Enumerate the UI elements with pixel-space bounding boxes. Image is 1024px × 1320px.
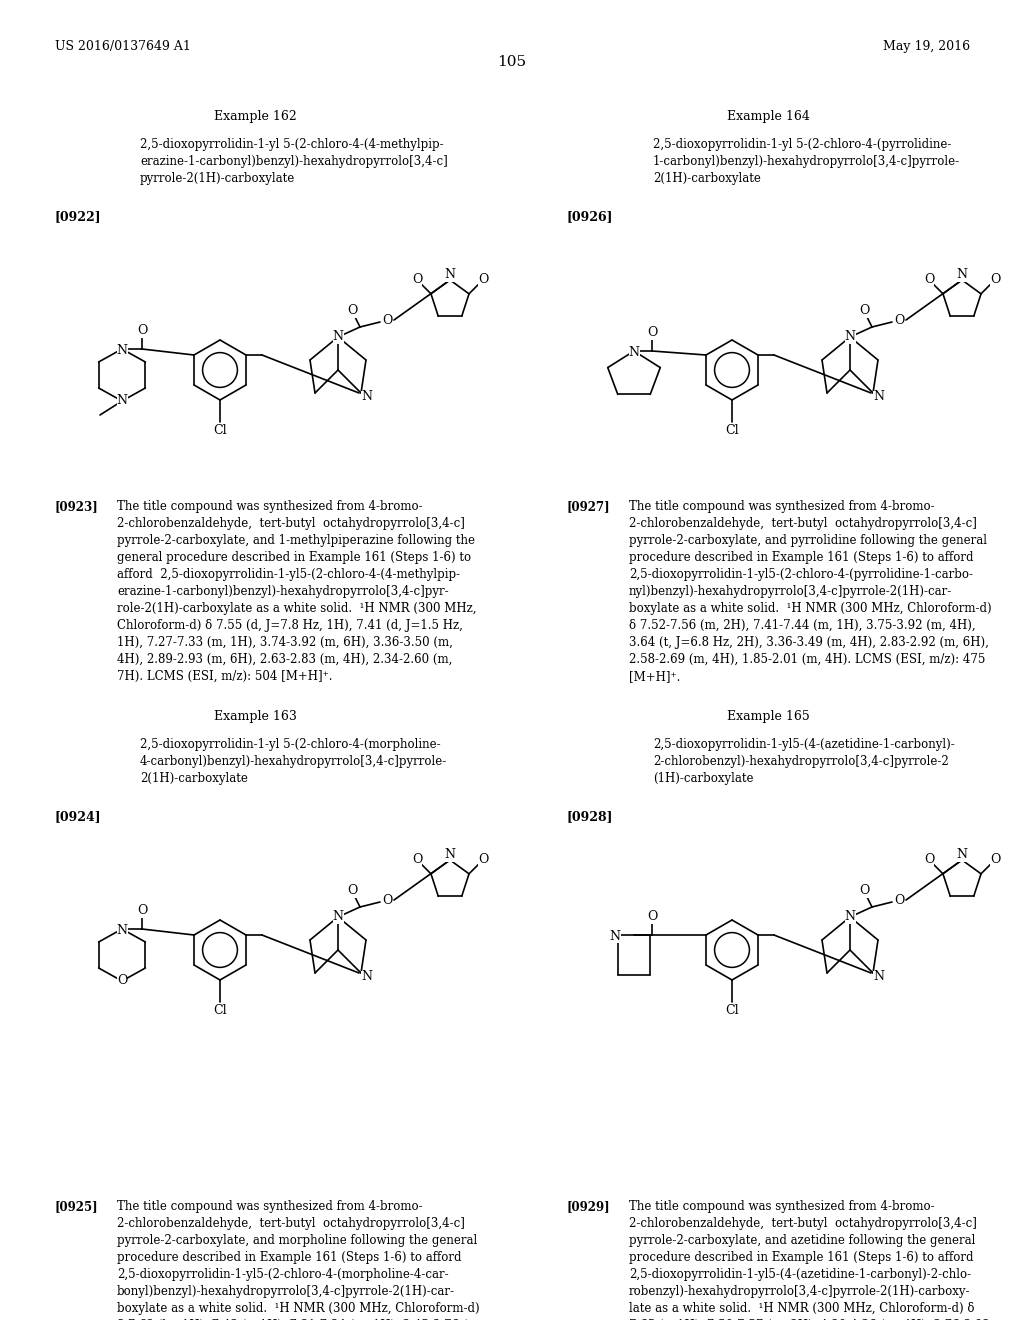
Text: 2,5-dioxopyrrolidin-1-yl 5-(2-chloro-4-(pyrrolidine-
1-carbonyl)benzyl)-hexahydr: 2,5-dioxopyrrolidin-1-yl 5-(2-chloro-4-(… [653, 139, 961, 185]
Text: N: N [361, 391, 372, 404]
Text: N: N [333, 911, 343, 924]
Text: 105: 105 [498, 55, 526, 69]
Text: 2,5-dioxopyrrolidin-1-yl 5-(2-chloro-4-(morpholine-
4-carbonyl)benzyl)-hexahydro: 2,5-dioxopyrrolidin-1-yl 5-(2-chloro-4-(… [140, 738, 447, 785]
Text: O: O [412, 853, 422, 866]
Text: N: N [845, 330, 855, 343]
Text: N: N [845, 911, 855, 924]
Text: N: N [956, 268, 968, 281]
Text: Example 164: Example 164 [727, 110, 809, 123]
Text: O: O [382, 314, 392, 326]
Text: Cl: Cl [725, 424, 738, 437]
Text: [0922]: [0922] [55, 210, 101, 223]
Text: The title compound was synthesized from 4-bromo-
2-chlorobenzaldehyde,  tert-but: The title compound was synthesized from … [117, 500, 476, 682]
Text: N: N [444, 268, 456, 281]
Text: O: O [478, 273, 488, 286]
Text: [0929]: [0929] [567, 1200, 610, 1213]
Text: O: O [859, 305, 869, 318]
Text: N: N [873, 970, 884, 983]
Text: N: N [333, 330, 343, 343]
Text: O: O [412, 273, 422, 286]
Text: 2,5-dioxopyrrolidin-1-yl 5-(2-chloro-4-(4-methylpip-
erazine-1-carbonyl)benzyl)-: 2,5-dioxopyrrolidin-1-yl 5-(2-chloro-4-(… [140, 139, 447, 185]
Text: [0927]: [0927] [567, 500, 610, 513]
Text: O: O [894, 894, 904, 907]
Text: N: N [873, 391, 884, 404]
Text: N: N [117, 343, 128, 356]
Text: O: O [137, 325, 147, 338]
Text: O: O [894, 314, 904, 326]
Text: N: N [117, 924, 128, 936]
Text: O: O [990, 273, 1000, 286]
Text: N: N [361, 970, 372, 983]
Text: N: N [629, 346, 640, 359]
Text: Example 162: Example 162 [214, 110, 296, 123]
Text: Cl: Cl [725, 1003, 738, 1016]
Text: US 2016/0137649 A1: US 2016/0137649 A1 [55, 40, 190, 53]
Text: N: N [609, 929, 621, 942]
Text: The title compound was synthesized from 4-bromo-
2-chlorobenzaldehyde,  tert-but: The title compound was synthesized from … [629, 500, 991, 682]
Text: [0924]: [0924] [55, 810, 101, 822]
Text: N: N [444, 849, 456, 862]
Text: The title compound was synthesized from 4-bromo-
2-chlorobenzaldehyde,  tert-but: The title compound was synthesized from … [117, 1200, 482, 1320]
Text: [0925]: [0925] [55, 1200, 98, 1213]
Text: O: O [924, 853, 934, 866]
Text: O: O [117, 974, 127, 986]
Text: Example 163: Example 163 [214, 710, 296, 723]
Text: O: O [647, 326, 657, 339]
Text: [0926]: [0926] [567, 210, 613, 223]
Text: O: O [990, 853, 1000, 866]
Text: O: O [859, 884, 869, 898]
Text: Cl: Cl [213, 424, 226, 437]
Text: N: N [117, 393, 128, 407]
Text: O: O [924, 273, 934, 286]
Text: 2,5-dioxopyrrolidin-1-yl5-(4-(azetidine-1-carbonyl)-
2-chlorobenzyl)-hexahydropy: 2,5-dioxopyrrolidin-1-yl5-(4-(azetidine-… [653, 738, 954, 785]
Text: The title compound was synthesized from 4-bromo-
2-chlorobenzaldehyde,  tert-but: The title compound was synthesized from … [629, 1200, 990, 1320]
Text: Cl: Cl [213, 1003, 226, 1016]
Text: O: O [137, 904, 147, 917]
Text: O: O [347, 305, 357, 318]
Text: [0923]: [0923] [55, 500, 98, 513]
Text: O: O [347, 884, 357, 898]
Text: O: O [382, 894, 392, 907]
Text: Example 165: Example 165 [727, 710, 809, 723]
Text: May 19, 2016: May 19, 2016 [883, 40, 970, 53]
Text: O: O [478, 853, 488, 866]
Text: N: N [956, 849, 968, 862]
Text: O: O [647, 911, 657, 924]
Text: [0928]: [0928] [567, 810, 613, 822]
